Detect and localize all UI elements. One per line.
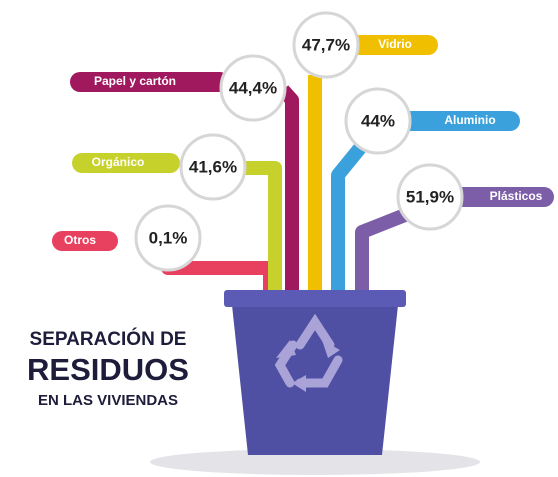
item-label: Otros [64, 233, 96, 247]
stem [362, 215, 405, 295]
item-value: 44,4% [229, 78, 277, 97]
stem [243, 168, 275, 295]
infographic: Otros Orgánico Papel y cartón Vidrio Alu… [0, 0, 558, 477]
item-value: 44% [361, 111, 395, 130]
title-line: SEPARACIÓN DE [30, 328, 187, 350]
bin [224, 290, 406, 455]
item-label: Orgánico [92, 155, 145, 169]
item-label: Vidrio [378, 37, 412, 51]
title-main: RESIDUOS [27, 352, 189, 387]
item-label: Aluminio [444, 113, 495, 127]
item-label: Plásticos [490, 189, 543, 203]
item-value: 51,9% [406, 187, 454, 206]
stem [283, 90, 292, 295]
title-line: EN LAS VIVIENDAS [38, 392, 178, 409]
bin-rim [224, 290, 406, 307]
item-label: Papel y cartón [94, 74, 176, 88]
item-value: 47,7% [302, 35, 350, 54]
item-value: 41,6% [189, 157, 237, 176]
item-value: 0,1% [149, 228, 188, 247]
